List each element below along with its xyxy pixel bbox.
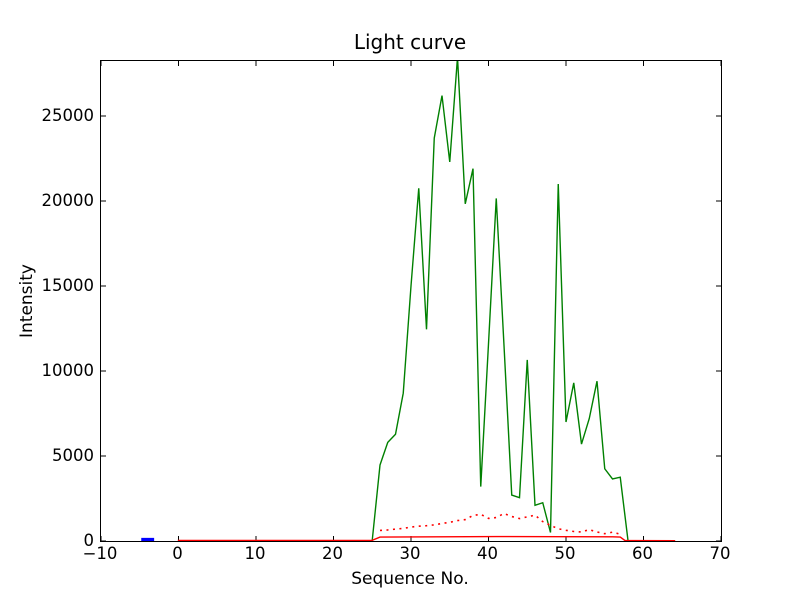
x-tick-label: 30 [399,544,421,563]
x-tick-label: 20 [322,544,343,563]
plot-area [100,60,722,542]
x-tick-label: 0 [172,544,183,563]
x-tick-label: 70 [709,544,731,563]
y-tick-label: 15000 [41,275,95,295]
chart-svg [101,61,721,541]
y-tick-label: 0 [83,531,95,550]
y-tick-label: 5000 [52,445,94,465]
x-axis-label: Sequence No. [351,569,469,589]
x-tick-label: 50 [554,544,576,563]
y-tick-label: 25000 [41,105,95,125]
series-green-line [371,61,629,541]
y-axis-label: Intensity [17,264,37,338]
y-tick-label: 10000 [41,360,95,380]
x-tick-label: 60 [632,544,653,563]
y-tick-label: 20000 [41,190,95,210]
x-tick-label: 40 [477,544,498,563]
x-tick-label: −10 [82,544,118,563]
series-red-solid-line [177,535,676,541]
series-red-dotted-line [379,512,621,535]
x-tick-label: 10 [244,544,266,563]
plot-title: Light curve [353,30,467,54]
